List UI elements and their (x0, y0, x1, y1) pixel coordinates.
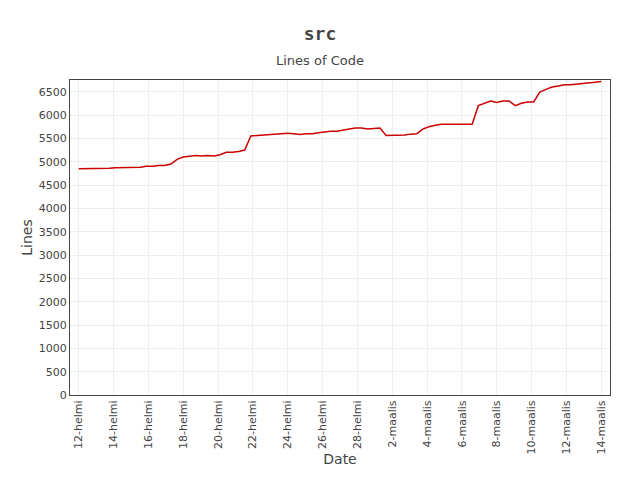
svg-text:3500: 3500 (39, 226, 67, 239)
svg-text:6-maalis: 6-maalis (456, 400, 469, 447)
svg-text:26-helmi: 26-helmi (316, 400, 329, 449)
svg-text:500: 500 (46, 366, 67, 379)
svg-text:10-maalis: 10-maalis (525, 400, 538, 454)
svg-text:5500: 5500 (39, 132, 67, 145)
svg-text:22-helmi: 22-helmi (246, 400, 259, 449)
svg-text:20-helmi: 20-helmi (212, 400, 225, 449)
svg-text:2500: 2500 (39, 272, 67, 285)
svg-text:4500: 4500 (39, 179, 67, 192)
svg-text:18-helmi: 18-helmi (177, 400, 190, 449)
svg-text:4-maalis: 4-maalis (421, 400, 434, 447)
svg-text:16-helmi: 16-helmi (142, 400, 155, 449)
svg-text:Lines: Lines (19, 219, 35, 255)
svg-text:14-helmi: 14-helmi (107, 400, 120, 449)
svg-text:8-maalis: 8-maalis (490, 400, 503, 447)
svg-text:6000: 6000 (39, 109, 67, 122)
svg-text:12-helmi: 12-helmi (72, 400, 85, 449)
svg-text:Date: Date (323, 451, 356, 467)
svg-text:24-helmi: 24-helmi (281, 400, 294, 449)
svg-text:1000: 1000 (39, 342, 67, 355)
svg-text:0: 0 (60, 389, 67, 402)
svg-text:1500: 1500 (39, 319, 67, 332)
svg-text:14-maalis: 14-maalis (595, 400, 608, 454)
svg-text:2-maalis: 2-maalis (386, 400, 399, 447)
svg-text:6500: 6500 (39, 86, 67, 99)
svg-text:28-helmi: 28-helmi (351, 400, 364, 449)
svg-text:5000: 5000 (39, 156, 67, 169)
svg-text:2000: 2000 (39, 296, 67, 309)
svg-text:3000: 3000 (39, 249, 67, 262)
svg-text:4000: 4000 (39, 202, 67, 215)
svg-text:12-maalis: 12-maalis (560, 400, 573, 454)
svg-text:Lines of Code: Lines of Code (276, 53, 364, 68)
svg-text:src: src (304, 23, 337, 44)
